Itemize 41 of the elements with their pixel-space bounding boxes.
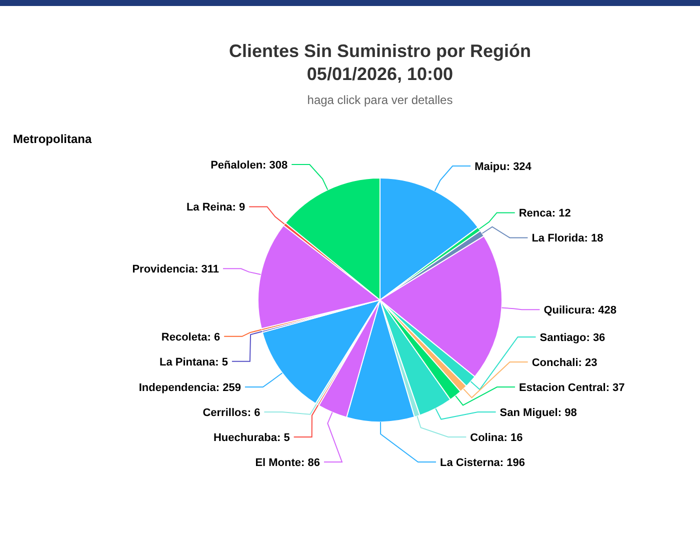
data-label: : 324 (506, 161, 532, 174)
data-label: : 16 (504, 432, 523, 444)
data-label: : 23 (578, 357, 598, 369)
data-label: : 86 (301, 457, 320, 469)
data-label: : 428 (591, 304, 616, 317)
data-label: : 311 (194, 264, 220, 276)
data-label: : 5 (215, 356, 228, 368)
data-label: : 259 (216, 382, 241, 394)
data-label: : 308 (262, 159, 288, 172)
slice-label: Providencia (132, 264, 196, 276)
slice-label: Quilicura (544, 304, 592, 317)
slice-label: Renca (518, 208, 553, 220)
slice-label: Colina (470, 432, 505, 444)
slice-label: Conchali (532, 357, 578, 369)
data-label: : 36 (586, 332, 606, 344)
slice-label: Huechuraba (213, 432, 278, 444)
slice-label: Cerrillos (202, 407, 248, 419)
data-label: : 9 (232, 202, 246, 214)
data-label: : 18 (584, 232, 604, 245)
slice-label: El Monte (255, 457, 302, 469)
slice-label: Maipu (474, 161, 506, 174)
slice-label: La Reina (186, 202, 234, 214)
text: Metropolitana (13, 132, 92, 146)
slice-label: Estacion Central (519, 382, 606, 394)
slice-label: Peñalolen (210, 159, 263, 172)
slice-label: La Cisterna (440, 457, 501, 469)
slice-label: La Pintana (159, 356, 216, 368)
data-label: : 6 (247, 407, 260, 419)
data-label: : 6 (207, 331, 220, 344)
data-label: : 5 (277, 432, 290, 444)
chart-subtitle: haga click para ver detalles (307, 93, 453, 107)
data-label: : 98 (558, 407, 577, 419)
slice-label: Santiago (540, 332, 586, 344)
data-label: : 37 (606, 382, 625, 394)
slice-label: San Miguel (500, 407, 558, 419)
slice-label: La Florida (532, 232, 586, 245)
slice-label: Independencia (138, 382, 217, 394)
data-label: : 196 (500, 457, 525, 469)
chart-title: Clientes Sin Suministro por Región 05/01/2026, 10:00 (228, 41, 532, 84)
data-label: : 12 (552, 208, 571, 220)
slice-label: Recoleta (161, 331, 208, 344)
